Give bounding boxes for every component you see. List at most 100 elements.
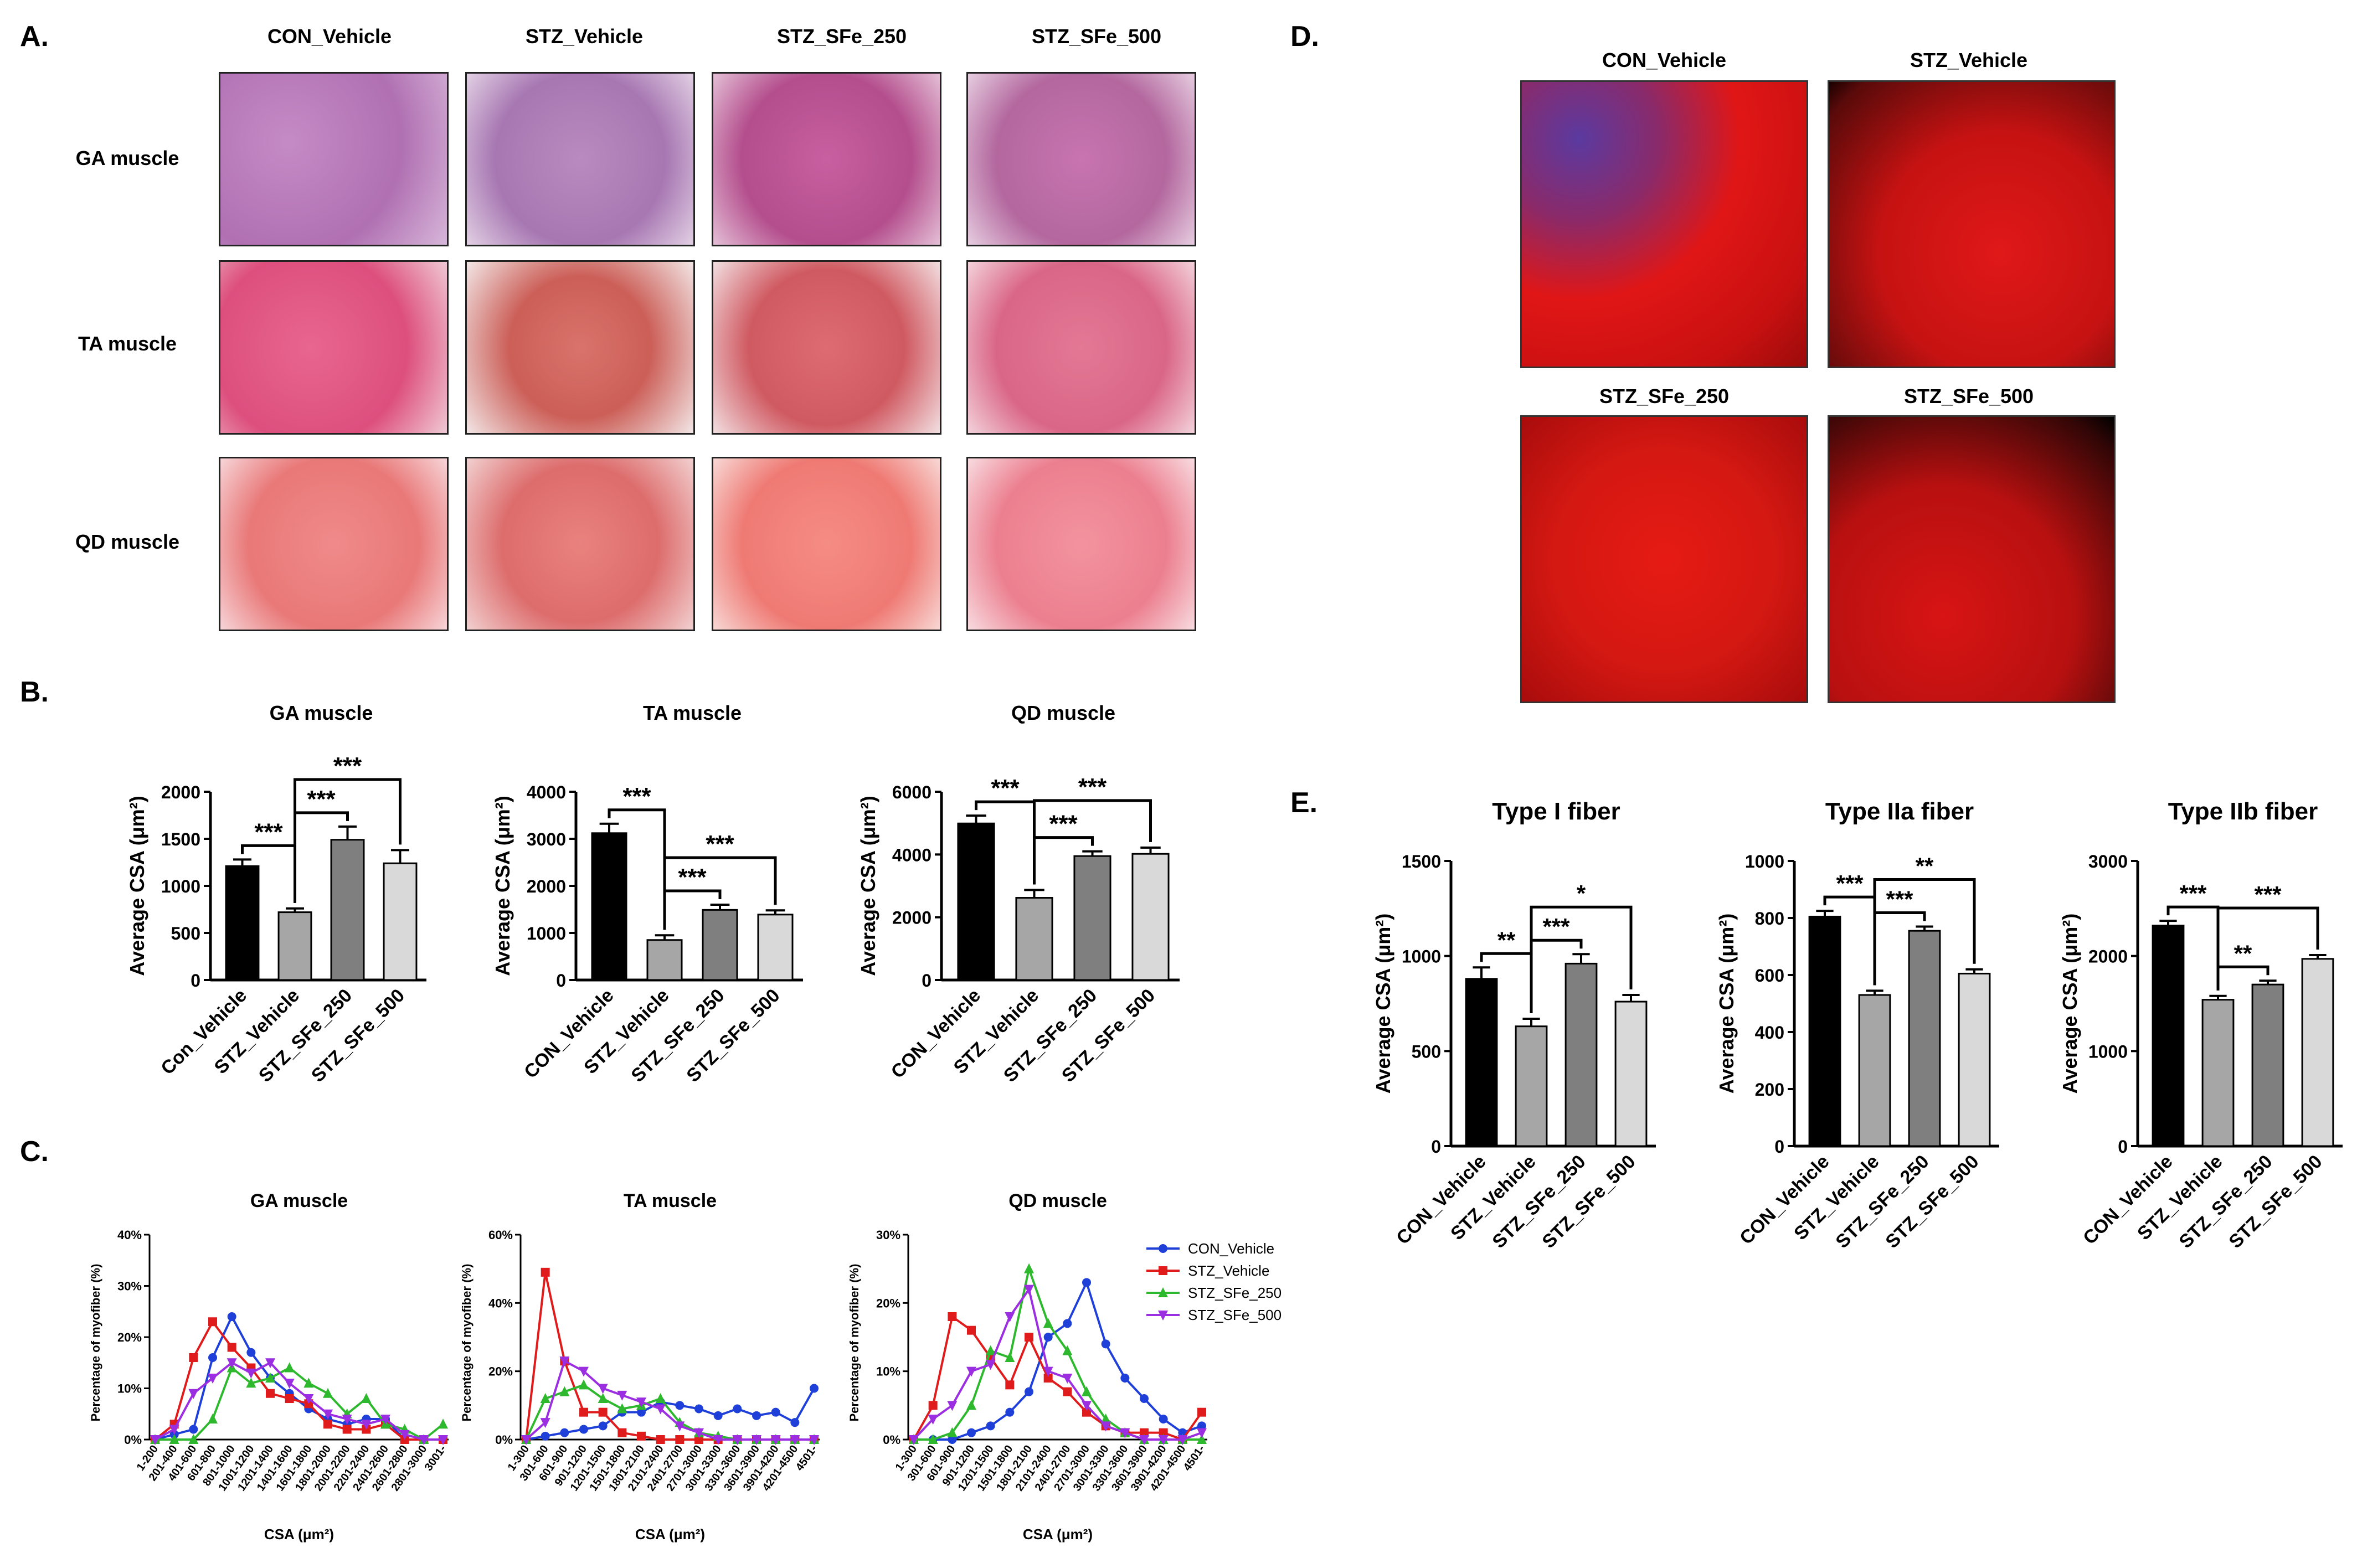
data-point (947, 1401, 958, 1411)
histology-col-label: CON_Vehicle (267, 25, 392, 48)
data-point (1158, 1311, 1168, 1321)
chart-title: QD muscle (1011, 702, 1115, 724)
bar (2201, 999, 2235, 1147)
data-point (1024, 1263, 1034, 1273)
y-tick-label: 3000 (527, 829, 566, 849)
data-point (540, 1418, 550, 1428)
bar (1073, 855, 1111, 981)
data-point (1005, 1312, 1015, 1322)
data-point (208, 1414, 218, 1423)
bar (277, 911, 312, 981)
bar (1565, 962, 1598, 1147)
data-point (541, 1431, 550, 1441)
data-point (985, 1360, 996, 1370)
data-point (169, 1434, 179, 1444)
data-point (521, 1435, 531, 1445)
bar (330, 839, 365, 981)
x-category-label: 4501- (1181, 1443, 1207, 1473)
y-tick-label: 1000 (1745, 852, 1784, 871)
y-tick-label: 3000 (2088, 852, 2128, 871)
data-point (732, 1435, 743, 1445)
histology-image-ta-con (219, 260, 449, 435)
panel-letter-e: E. (1290, 787, 1318, 819)
data-point (579, 1366, 589, 1377)
y-axis-label: Average CSA (μm²) (2058, 914, 2081, 1094)
chart-title: Type IIb fiber (2168, 798, 2318, 825)
data-point (303, 1378, 314, 1388)
data-point (928, 1415, 938, 1425)
data-point (1101, 1339, 1110, 1349)
data-point (713, 1435, 723, 1445)
y-axis-label: Average CSA (μm²) (491, 796, 514, 976)
data-point (560, 1428, 569, 1437)
data-point (579, 1379, 589, 1390)
y-tick-label: 1000 (1402, 947, 1441, 967)
data-point (323, 1388, 333, 1398)
y-tick-label: 0% (495, 1433, 513, 1447)
y-tick-label: 30% (876, 1228, 900, 1242)
x-category-label: 4501- (794, 1443, 820, 1473)
bar-chart-type-iia-fiber: Type IIa fiber 0 200 400 600 800 1000 Average C… (1715, 798, 1999, 1252)
data-point (909, 1435, 919, 1445)
significance-label: *** (2179, 880, 2207, 906)
bar-chart-ga-csa: GA muscle 0 500 1000 1500 2000 Average CSA (μm… (126, 702, 426, 1086)
y-tick-label: 1500 (1402, 852, 1441, 871)
bar (383, 862, 418, 981)
data-point (1197, 1421, 1206, 1431)
data-point (790, 1418, 800, 1427)
data-point (284, 1379, 295, 1389)
y-tick-label: 20% (117, 1330, 142, 1344)
data-point (752, 1411, 761, 1420)
chart-title: TA muscle (643, 702, 742, 724)
data-point (1005, 1352, 1015, 1362)
data-point (323, 1420, 332, 1429)
data-point (790, 1435, 800, 1445)
histology-image-ta-stz (465, 260, 695, 435)
y-tick-label: 20% (488, 1365, 513, 1379)
series-line (525, 1359, 814, 1441)
data-point (189, 1425, 198, 1434)
x-axis-label: CSA (μm²) (264, 1526, 334, 1543)
data-point (540, 1393, 550, 1403)
data-point (208, 1353, 217, 1362)
y-tick-label: 500 (1412, 1041, 1441, 1061)
data-point (399, 1430, 410, 1440)
data-point (284, 1362, 295, 1373)
bar-chart-ta-csa: TA muscle 0 1000 2000 3000 4000 Average CSA (μ… (491, 702, 803, 1086)
data-point (1005, 1407, 1015, 1417)
data-point (752, 1435, 761, 1445)
data-point (438, 1435, 448, 1445)
data-point (655, 1404, 666, 1415)
data-point (966, 1400, 976, 1410)
data-point (169, 1425, 179, 1435)
y-tick-label: 0 (922, 971, 932, 991)
data-point (1082, 1278, 1091, 1287)
data-point (771, 1407, 780, 1417)
data-point (1158, 1435, 1169, 1445)
y-tick-label: 1000 (2088, 1041, 2128, 1061)
data-point (966, 1366, 976, 1377)
line-chart-ga-distribution: GA muscle 0% 10% 20% 30% 40% Percentage of myo… (89, 1190, 449, 1543)
x-category-label: STZ_SFe_250 (255, 985, 356, 1086)
data-point (656, 1435, 665, 1444)
y-tick-label: 30% (117, 1280, 142, 1293)
data-point (733, 1404, 742, 1414)
y-tick-label: 20% (876, 1296, 900, 1310)
y-tick-label: 1000 (161, 876, 200, 896)
panel-letter-d: D. (1290, 20, 1319, 53)
bar (591, 832, 627, 981)
fluorescence-image-sfe500 (1828, 415, 2116, 703)
data-point (1140, 1394, 1149, 1403)
data-point (694, 1428, 704, 1438)
data-point (598, 1384, 608, 1394)
data-point (1043, 1333, 1053, 1342)
y-tick-label: 2000 (527, 876, 566, 896)
y-tick-label: 1000 (527, 924, 566, 943)
significance-label: *** (991, 775, 1020, 802)
fluorescence-image-stz (1828, 80, 2116, 368)
significance-label: *** (706, 831, 734, 858)
data-point (342, 1425, 352, 1434)
data-point (1159, 1428, 1168, 1437)
data-point (541, 1267, 550, 1277)
data-point (948, 1312, 957, 1321)
